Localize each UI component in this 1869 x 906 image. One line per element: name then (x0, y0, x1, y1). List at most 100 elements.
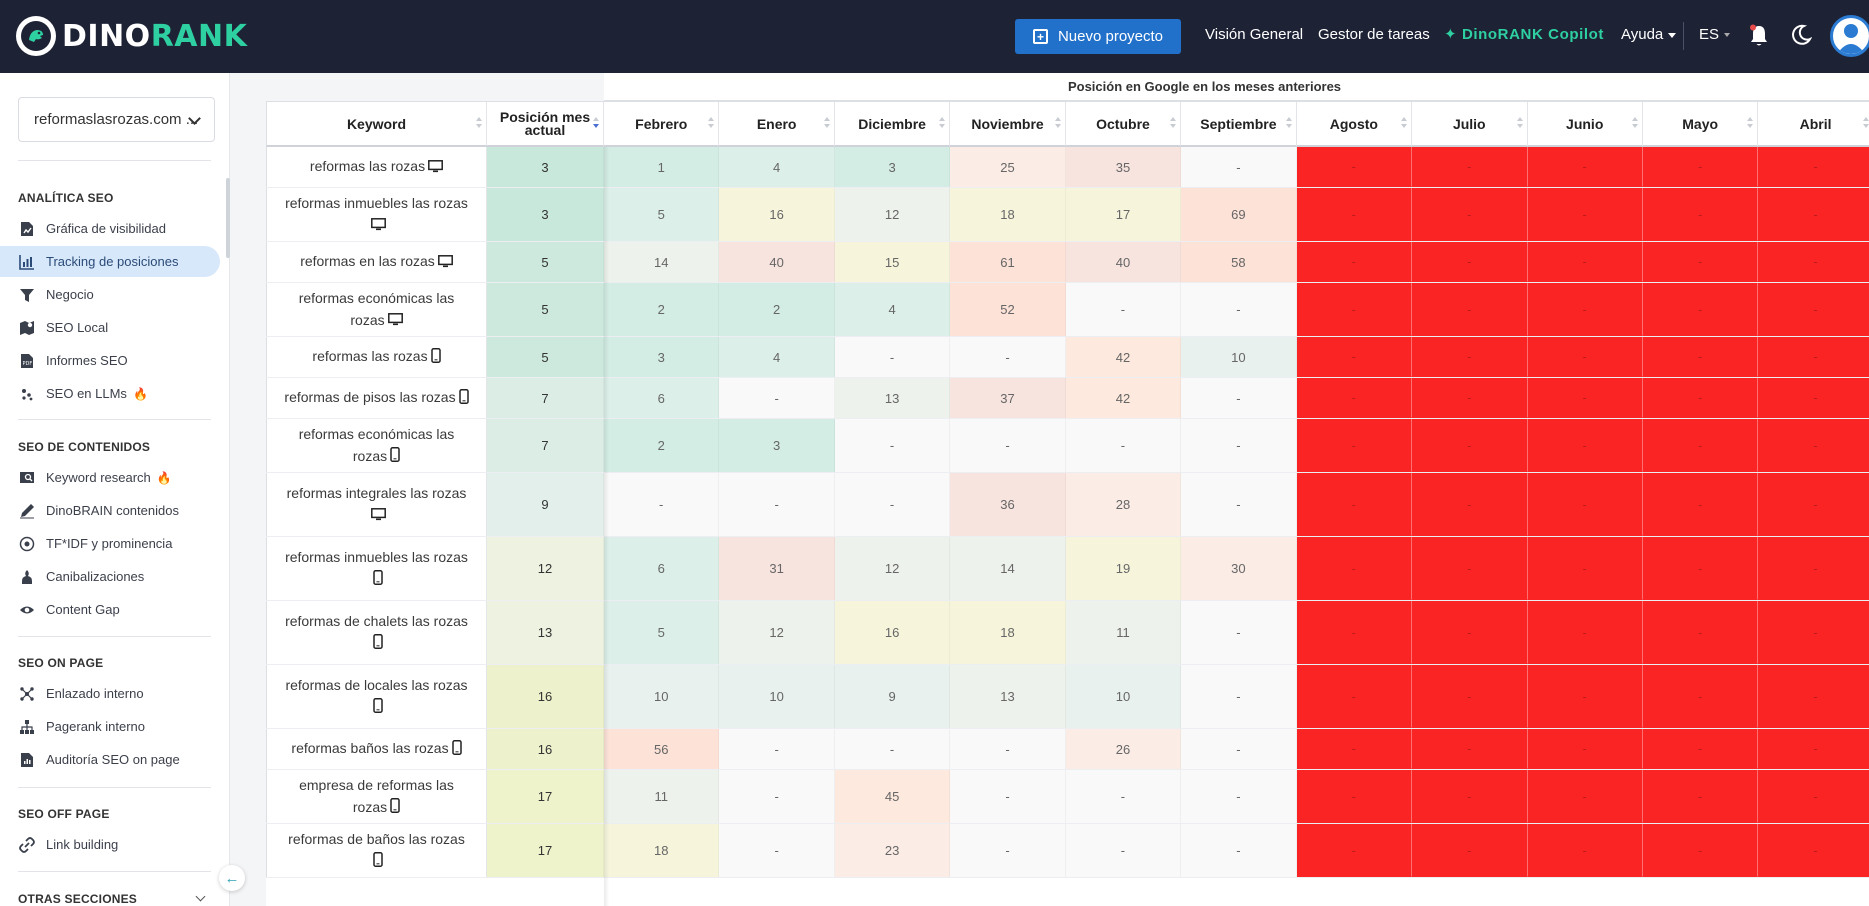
month-position-cell: 14 (950, 537, 1066, 600)
svg-text:PDF: PDF (22, 361, 32, 367)
month-position-cell: 23 (834, 824, 951, 877)
notifications-bell-icon[interactable] (1748, 24, 1770, 48)
sidebar-item-tfidf[interactable]: TF*IDF y prominencia (0, 528, 220, 559)
month-position-cell: - (1527, 537, 1643, 600)
keyword-cell[interactable]: empresa de reformas las rozas (266, 770, 487, 823)
funnel-icon (18, 286, 35, 303)
language-dropdown[interactable]: ES (1699, 26, 1731, 43)
sidebar-item-keyword-research[interactable]: Keyword research 🔥 (0, 462, 220, 493)
sidebar-item-position-tracking[interactable]: Tracking de posiciones (0, 246, 220, 277)
keyword-cell[interactable]: reformas baños las rozas (266, 729, 487, 769)
month-position-cell: 12 (719, 601, 835, 664)
sidebar-item-dinobrain[interactable]: DinoBRAIN contenidos (0, 495, 220, 526)
month-position-cell: 61 (950, 242, 1066, 282)
sidebar-item-cannibalizations[interactable]: Canibalizaciones (0, 561, 220, 592)
keyword-cell[interactable]: reformas las rozas (266, 337, 487, 377)
month-position-cell: - (950, 770, 1066, 823)
month-position-cell: 10 (1065, 665, 1182, 728)
header-keyword-label: Keyword (346, 115, 407, 132)
sidebar-item-label: Enlazado interno (46, 686, 144, 701)
copilot-label: DinoRANK Copilot (1461, 26, 1605, 43)
new-project-button[interactable]: + Nuevo proyecto (1015, 19, 1181, 54)
mobile-device-icon (458, 388, 469, 410)
month-position-cell: 5 (604, 601, 720, 664)
sort-icon (823, 117, 830, 129)
current-position-cell: 13 (487, 601, 604, 664)
logo-wordmark: DINORANK (62, 18, 248, 54)
keyword-cell[interactable]: reformas de pisos las rozas (266, 378, 487, 418)
keyword-cell[interactable]: reformas integrales las rozas (266, 473, 487, 536)
nav-copilot[interactable]: ✦ DinoRANK Copilot (1444, 25, 1604, 43)
project-selector[interactable]: reformaslasrozas.com ... (18, 97, 215, 142)
keyword-cell[interactable]: reformas inmuebles las rozas (266, 537, 487, 600)
month-position-cell: - (719, 378, 835, 418)
table-row: reformas de locales las rozas 16 10 10 9 13 10… (266, 665, 1869, 729)
header-month[interactable]: Diciembre (835, 102, 951, 146)
sidebar-item-internal-linking[interactable]: Enlazado interno (0, 678, 220, 709)
keyword-cell[interactable]: reformas económicas las rozas (266, 419, 487, 472)
nav-vision-general[interactable]: Visión General (1205, 26, 1304, 43)
keyword-text: empresa de reformas las rozas (283, 774, 470, 819)
sidebar-item-label: Pagerank interno (46, 719, 146, 734)
header-month[interactable]: Julio (1412, 102, 1528, 146)
month-position-cell: - (1296, 419, 1413, 472)
sidebar-item-label: Negocio (46, 287, 94, 302)
month-position-cell: - (1642, 729, 1759, 769)
sidebar-divider (18, 871, 211, 872)
header-month[interactable]: Septiembre (1181, 102, 1297, 146)
month-position-cell: - (1642, 601, 1759, 664)
nav-task-manager[interactable]: Gestor de tareas (1318, 26, 1430, 43)
keyword-cell[interactable]: reformas de baños las rozas (266, 824, 487, 877)
sidebar-item-link-building[interactable]: Link building (0, 829, 220, 860)
header-month[interactable]: Junio (1528, 102, 1643, 146)
section-title-other[interactable]: OTRAS SECCIONES (18, 891, 206, 906)
month-position-cell: - (1527, 419, 1643, 472)
header-month[interactable]: Noviembre (950, 102, 1066, 146)
keyword-cell[interactable]: reformas en las rozas (266, 242, 487, 282)
dinorank-logo[interactable]: DINORANK (16, 16, 247, 56)
dark-mode-moon-icon[interactable] (1790, 24, 1813, 46)
header-month[interactable]: Abril (1758, 102, 1869, 146)
sidebar-item-local-seo[interactable]: SEO Local (0, 312, 220, 343)
collapse-sidebar-button[interactable]: ← (219, 865, 245, 891)
month-position-cell: - (1296, 337, 1413, 377)
keyword-cell[interactable]: reformas de chalets las rozas (266, 601, 487, 664)
help-dropdown[interactable]: Ayuda (1621, 26, 1677, 43)
keyword-cell[interactable]: reformas inmuebles las rozas (266, 188, 487, 241)
month-position-cell: - (1181, 665, 1297, 728)
header-current-position[interactable]: Posición mes actual (487, 102, 604, 146)
month-position-cell: 4 (719, 147, 835, 187)
sidebar-item-internal-pagerank[interactable]: Pagerank interno (0, 711, 220, 742)
month-position-cell: - (950, 824, 1066, 877)
sort-icon (1631, 117, 1638, 129)
keyword-cell[interactable]: reformas de locales las rozas (266, 665, 487, 728)
header-month[interactable]: Febrero (604, 102, 720, 146)
month-position-cell: - (1296, 729, 1413, 769)
table-row: reformas baños las rozas 16 56- - -26- - - - - - (266, 729, 1869, 770)
sidebar-item-content-gap[interactable]: Content Gap (0, 594, 220, 625)
header-month[interactable]: Enero (719, 102, 835, 146)
sidebar-scrollbar[interactable] (226, 178, 230, 258)
month-position-cell: 42 (1065, 337, 1182, 377)
header-month[interactable]: Mayo (1643, 102, 1759, 146)
section-title-other-label: OTRAS SECCIONES (18, 892, 138, 906)
user-avatar[interactable] (1830, 15, 1869, 57)
sidebar-item-seo-reports[interactable]: PDF Informes SEO (0, 345, 220, 376)
header-month[interactable]: Agosto (1297, 102, 1413, 146)
month-position-cell: 17 (1065, 188, 1182, 241)
sidebar-item-business[interactable]: Negocio (0, 279, 220, 310)
keyword-cell[interactable]: reformas económicas las rozas (266, 283, 487, 336)
keyword-cell[interactable]: reformas las rozas (266, 147, 487, 187)
header-current-label: Posición mes actual (499, 109, 591, 138)
sidebar-item-onpage-audit[interactable]: Auditoría SEO on page (0, 744, 220, 775)
header-month[interactable]: Octubre (1066, 102, 1182, 146)
month-position-cell: - (1642, 378, 1759, 418)
topbar-divider (1683, 22, 1684, 50)
month-position-cell: - (1527, 665, 1643, 728)
sidebar-item-llm-seo[interactable]: SEO en LLMs 🔥 (0, 378, 220, 409)
month-position-cell: - (1527, 824, 1643, 877)
sidebar-item-visibility-chart[interactable]: Gráfica de visibilidad (0, 213, 220, 244)
header-keyword[interactable]: Keyword (266, 102, 487, 146)
month-position-cell: - (1758, 337, 1869, 377)
month-position-cell: - (950, 337, 1066, 377)
